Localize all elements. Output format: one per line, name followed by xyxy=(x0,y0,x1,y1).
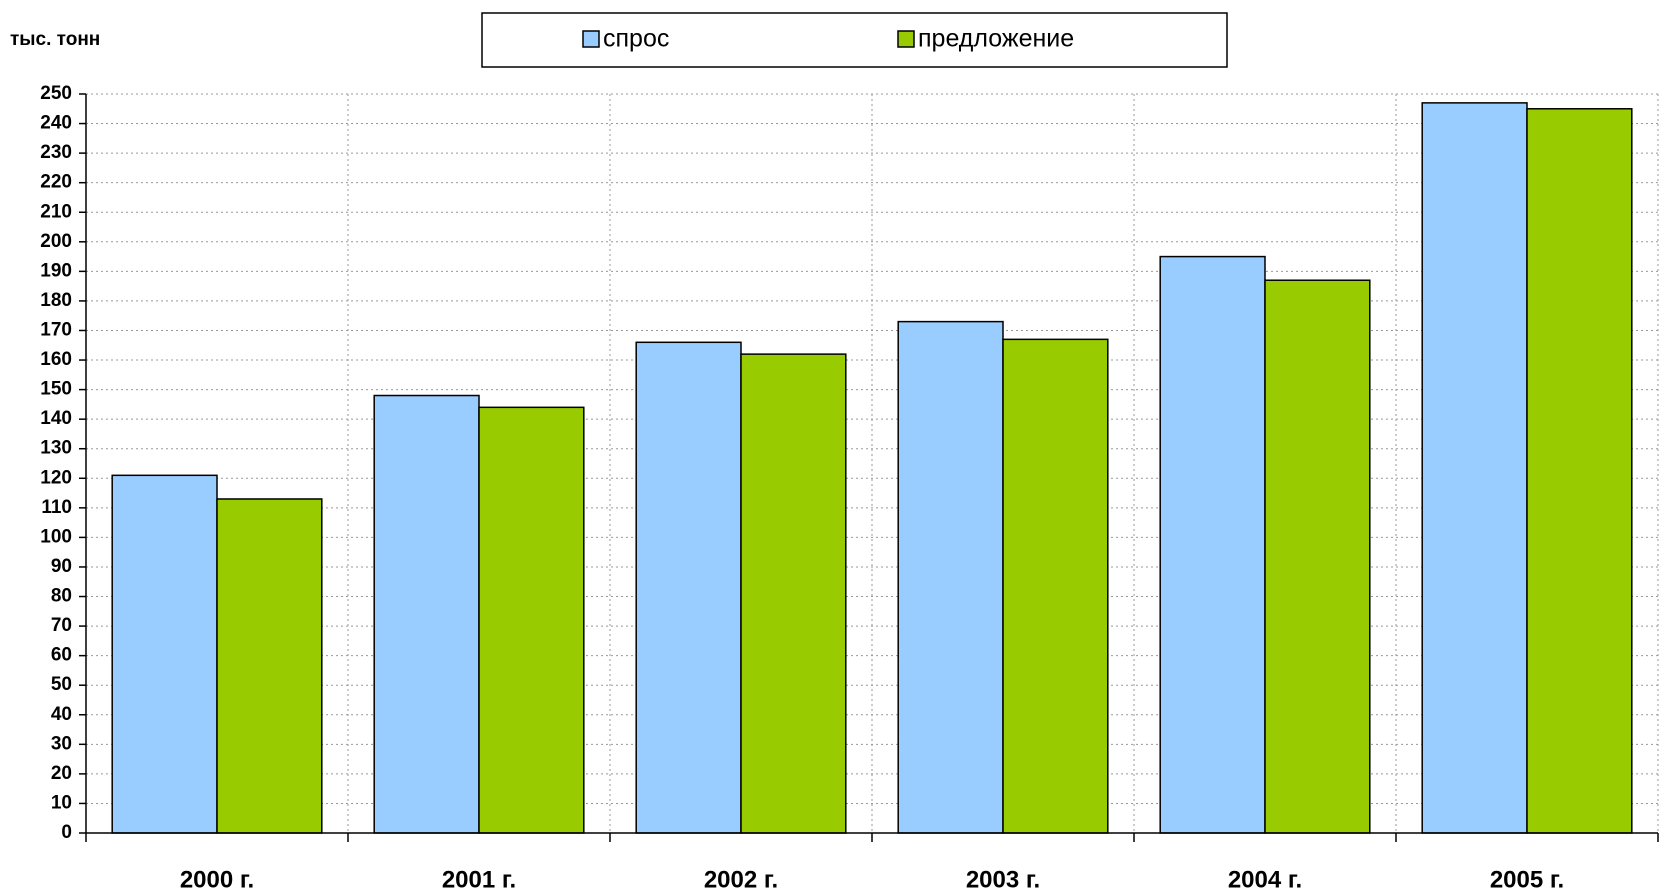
x-tick-label: 2001 г. xyxy=(442,866,516,893)
y-tick-label: 220 xyxy=(40,172,72,193)
bar xyxy=(635,341,742,834)
y-tick-label: 80 xyxy=(51,586,72,607)
bar xyxy=(1159,255,1266,834)
y-tick-label: 10 xyxy=(51,792,72,813)
bar xyxy=(1421,102,1528,834)
x-tick-label: 2003 г. xyxy=(966,866,1040,893)
y-tick-label: 90 xyxy=(51,556,72,577)
y-tick-label: 210 xyxy=(40,201,72,222)
y-tick-label: 40 xyxy=(51,704,72,725)
bar xyxy=(740,353,847,834)
bar xyxy=(216,498,323,834)
bar xyxy=(897,320,1004,834)
legend-label: предложение xyxy=(918,25,1074,53)
y-tick-label: 20 xyxy=(51,763,72,784)
y-tick-label: 0 xyxy=(61,822,72,843)
y-tick-label: 150 xyxy=(40,379,72,400)
y-tick-label: 70 xyxy=(51,615,72,636)
bar xyxy=(478,406,585,834)
bar xyxy=(111,474,218,834)
y-tick-label: 190 xyxy=(40,260,72,281)
y-tick-label: 140 xyxy=(40,408,72,429)
legend-label: спрос xyxy=(603,25,669,53)
bar xyxy=(1526,108,1633,834)
y-tick-label: 250 xyxy=(40,83,72,104)
bar xyxy=(1264,279,1371,834)
y-tick-label: 180 xyxy=(40,290,72,311)
x-tick-label: 2004 г. xyxy=(1228,866,1302,893)
x-tick-label: 2002 г. xyxy=(704,866,778,893)
y-tick-label: 160 xyxy=(40,349,72,370)
y-tick-label: 130 xyxy=(40,438,72,459)
legend-swatch xyxy=(582,30,600,48)
y-tick-label: 120 xyxy=(40,467,72,488)
y-axis-label: тыс. тонн xyxy=(10,29,100,50)
y-tick-label: 50 xyxy=(51,674,72,695)
y-tick-label: 60 xyxy=(51,645,72,666)
y-tick-label: 230 xyxy=(40,142,72,163)
y-tick-label: 240 xyxy=(40,113,72,134)
legend-swatch xyxy=(897,30,915,48)
y-tick-label: 100 xyxy=(40,526,72,547)
legend-box xyxy=(481,12,1228,68)
bar xyxy=(373,394,480,834)
bar xyxy=(1002,338,1109,834)
y-tick-label: 110 xyxy=(41,497,72,518)
y-tick-label: 30 xyxy=(51,733,72,754)
x-tick-label: 2000 г. xyxy=(180,866,254,893)
y-tick-label: 200 xyxy=(40,231,72,252)
x-tick-label: 2005 г. xyxy=(1490,866,1564,893)
y-tick-label: 170 xyxy=(40,319,72,340)
